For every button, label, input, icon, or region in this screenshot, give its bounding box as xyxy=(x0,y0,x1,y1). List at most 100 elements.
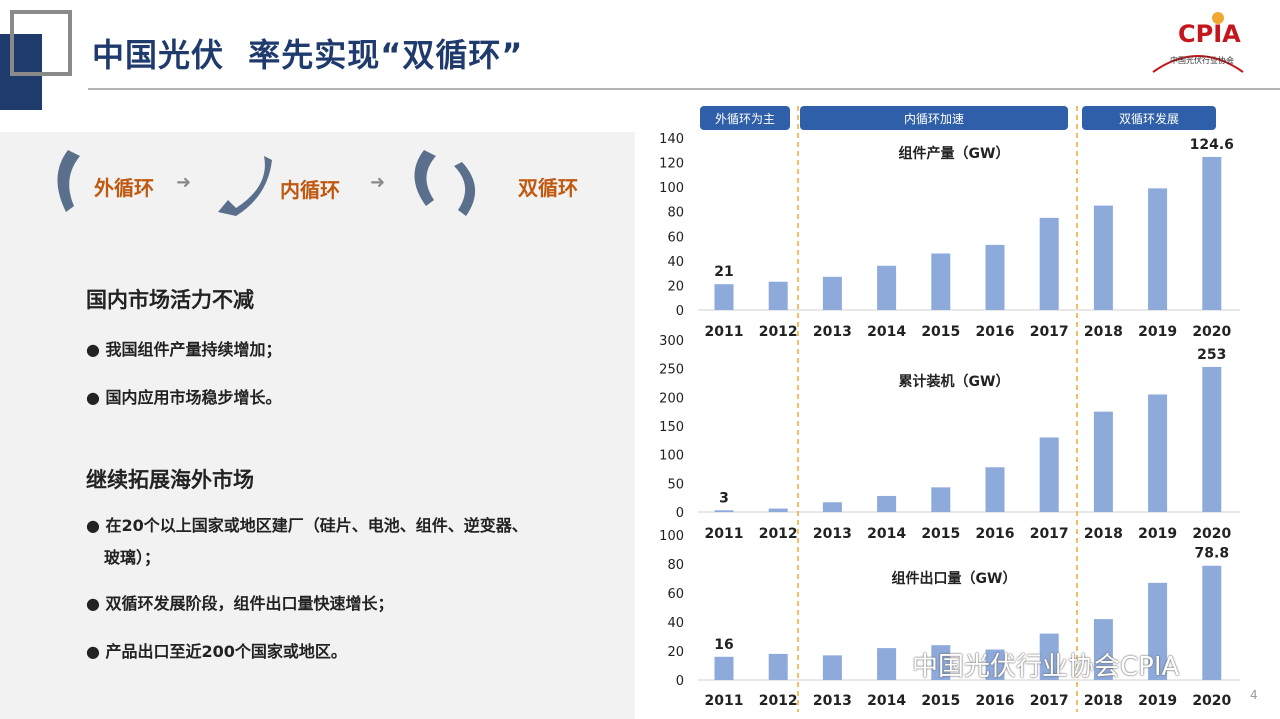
bar xyxy=(1093,205,1113,310)
right-arrow-icon: ➜ xyxy=(370,172,386,193)
y-tick-label: 40 xyxy=(667,616,684,631)
data-label: 3 xyxy=(719,490,729,506)
data-label: 253 xyxy=(1197,347,1226,363)
y-tick-label: 140 xyxy=(659,132,684,147)
slide-title: 中国光伏 率先实现“双循环” xyxy=(92,36,524,74)
bar xyxy=(1039,217,1059,310)
bar xyxy=(1093,619,1113,680)
x-tick-label: 2013 xyxy=(813,526,852,542)
bar xyxy=(1202,366,1222,512)
y-tick-label: 20 xyxy=(667,645,684,660)
phase-label-dual: 双循环发展 xyxy=(1082,106,1216,130)
section-title-domestic: 国内市场活力不减 xyxy=(86,288,254,312)
section-title-overseas: 继续拓展海外市场 xyxy=(86,468,254,492)
x-tick-label: 2011 xyxy=(705,324,744,340)
x-tick-label: 2018 xyxy=(1084,324,1123,340)
curved-arrow-icon xyxy=(57,150,80,212)
cpia-logo xyxy=(1152,12,1244,73)
x-tick-label: 2020 xyxy=(1192,324,1231,340)
x-tick-label: 2013 xyxy=(813,324,852,340)
y-tick-label: 100 xyxy=(659,529,684,544)
dual-cycle-icon xyxy=(414,150,476,216)
data-label: 78.8 xyxy=(1195,546,1230,562)
data-label: 124.6 xyxy=(1190,137,1234,153)
corner-frame xyxy=(10,10,72,76)
y-tick-label: 20 xyxy=(667,279,684,294)
x-tick-label: 2020 xyxy=(1192,693,1231,709)
x-tick-label: 2012 xyxy=(759,526,798,542)
watermark: 中国光伏行业协会CPIA xyxy=(912,652,1180,682)
charts-area: 0 20 40 60 80 100 120 140 组件产量（GW） 2011 2012 2013 20… xyxy=(659,106,1240,712)
bar xyxy=(877,495,897,512)
bar xyxy=(1148,582,1168,680)
page-number: 4 xyxy=(1250,688,1258,702)
inner-cycle-label: 内循环 xyxy=(280,178,340,202)
bar xyxy=(1202,156,1222,310)
bar xyxy=(1148,188,1168,310)
y-tick-label: 40 xyxy=(667,255,684,270)
y-tick-label: 60 xyxy=(667,230,684,245)
bar xyxy=(714,510,734,512)
bar xyxy=(714,656,734,680)
chart-title: 组件产量（GW） xyxy=(899,145,1010,162)
y-tick-label: 0 xyxy=(676,674,684,689)
bullet-item: ● 产品出口至近200个国家或地区。 xyxy=(86,642,347,661)
bar xyxy=(877,648,897,680)
bar xyxy=(768,653,788,680)
x-tick-label: 2019 xyxy=(1138,526,1177,542)
x-tick-label: 2018 xyxy=(1084,693,1123,709)
bar xyxy=(1093,411,1113,512)
chart-title: 组件出口量（GW） xyxy=(892,570,1017,587)
outer-cycle-label: 外循环 xyxy=(94,176,154,200)
logo-text: CPIA xyxy=(1178,20,1241,48)
x-tick-label: 2020 xyxy=(1192,526,1231,542)
bar xyxy=(1202,565,1222,680)
bar xyxy=(1039,437,1059,512)
x-tick-label: 2014 xyxy=(867,693,906,709)
x-tick-label: 2015 xyxy=(921,526,960,542)
bullet-item: ● 双循环发展阶段，组件出口量快速增长； xyxy=(86,594,394,613)
bar xyxy=(985,467,1005,512)
y-tick-label: 80 xyxy=(667,558,684,573)
bar xyxy=(931,253,951,310)
bullet-item-continued: 玻璃）； xyxy=(104,548,161,567)
y-tick-label: 250 xyxy=(659,363,684,378)
bullet-item: ● 国内应用市场稳步增长。 xyxy=(86,388,282,407)
phase-label-inner: 内循环加速 xyxy=(800,106,1068,130)
x-tick-label: 2014 xyxy=(867,324,906,340)
x-tick-label: 2016 xyxy=(976,526,1015,542)
bar xyxy=(822,276,842,310)
left-panel xyxy=(0,132,635,719)
bar xyxy=(985,244,1005,310)
data-label: 21 xyxy=(714,264,733,280)
bullet-item: ● 在20个以上国家或地区建厂（硅片、电池、组件、逆变器、 xyxy=(86,516,528,535)
y-tick-label: 50 xyxy=(667,477,684,492)
x-tick-label: 2017 xyxy=(1030,324,1069,340)
bar xyxy=(1148,394,1168,512)
bar xyxy=(768,508,788,512)
x-tick-label: 2019 xyxy=(1138,693,1177,709)
x-tick-label: 2013 xyxy=(813,693,852,709)
bar xyxy=(768,281,788,310)
x-tick-label: 2011 xyxy=(705,693,744,709)
x-tick-label: 2017 xyxy=(1030,693,1069,709)
y-tick-label: 200 xyxy=(659,391,684,406)
bar xyxy=(822,655,842,680)
y-tick-label: 0 xyxy=(676,304,684,319)
y-tick-label: 100 xyxy=(659,449,684,464)
bullet-item: ● 我国组件产量持续增加； xyxy=(86,340,282,359)
bar xyxy=(931,645,951,680)
y-tick-label: 100 xyxy=(659,181,684,196)
x-tick-label: 2012 xyxy=(759,693,798,709)
bar xyxy=(822,502,842,512)
x-tick-label: 2018 xyxy=(1084,526,1123,542)
data-label: 16 xyxy=(714,637,733,653)
y-tick-label: 0 xyxy=(676,506,684,521)
y-tick-label: 60 xyxy=(667,587,684,602)
phase-label-outer: 外循环为主 xyxy=(700,106,790,130)
dual-cycle-label: 双循环 xyxy=(518,176,578,200)
y-tick-label: 80 xyxy=(667,206,684,221)
chart-title: 累计装机（GW） xyxy=(899,373,1010,390)
x-tick-label: 2015 xyxy=(921,693,960,709)
x-tick-label: 2014 xyxy=(867,526,906,542)
